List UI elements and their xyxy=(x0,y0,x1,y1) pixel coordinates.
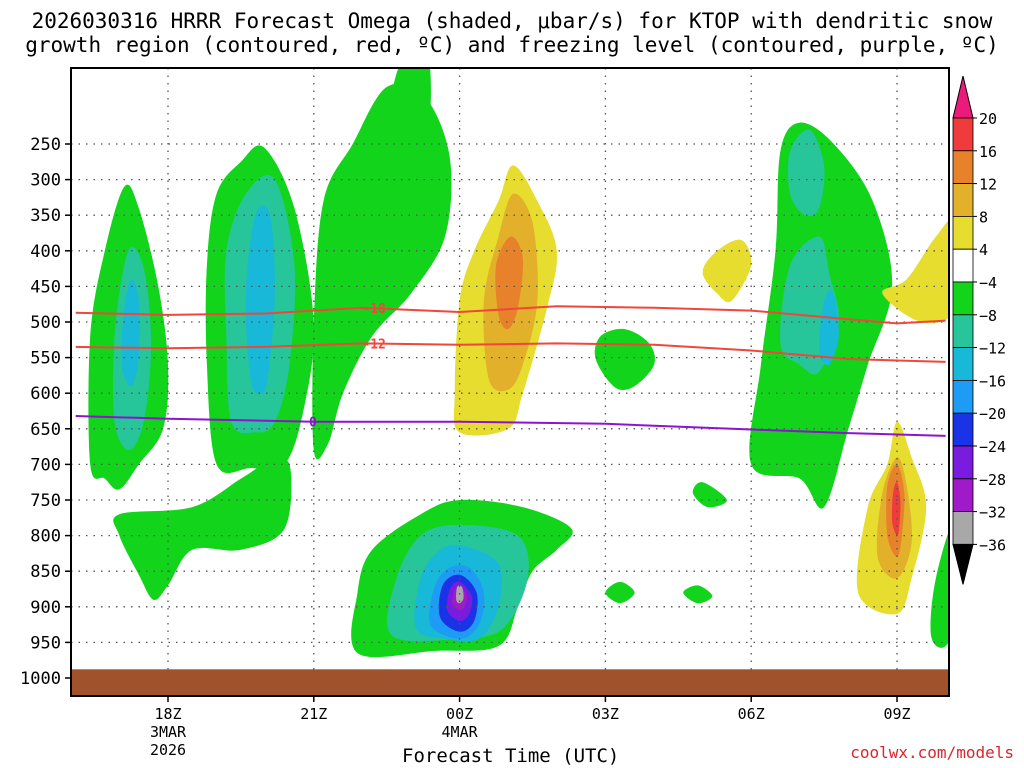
omega-region-red xyxy=(891,482,901,536)
contour-line-dsg-minus12 xyxy=(75,342,946,363)
colorbar-bin xyxy=(952,347,974,381)
contour-line-freezing-0 xyxy=(75,415,946,437)
chart-title-line-2: growth region (contoured, red, ºC) and f… xyxy=(25,33,999,57)
contour-label-dsg-minus12: -12 xyxy=(362,337,385,352)
colorbar-label: 8 xyxy=(979,208,988,226)
y-tick-label-250: 250 xyxy=(30,135,61,155)
contour-label-freezing-0: 0 xyxy=(309,416,317,431)
colorbar-label: −36 xyxy=(979,536,1006,554)
omega-shading xyxy=(88,68,949,658)
colorbar-label: −24 xyxy=(979,438,1006,456)
omega-region-green xyxy=(683,585,713,604)
x-axis-label: Forecast Time (UTC) xyxy=(402,745,620,767)
colorbar-bin xyxy=(952,150,974,185)
colorbar-bin xyxy=(952,281,974,316)
omega-region-yellow xyxy=(702,239,752,303)
colorbar-bin xyxy=(952,379,974,414)
x-tick-label-21Z: 21Z xyxy=(300,705,327,723)
x-tick-sublabel-4MAR: 4MAR xyxy=(442,723,479,741)
omega-region-yellow xyxy=(882,219,949,324)
contour-lines: -18 -12 0 xyxy=(75,302,946,437)
omega-region-orange xyxy=(495,236,524,330)
omega-region-green xyxy=(312,83,452,460)
colorbar-bin xyxy=(952,248,974,283)
y-tick-label-650: 650 xyxy=(30,420,61,440)
contour-line-dsg-minus18 xyxy=(75,305,946,325)
x-tick-label-09Z: 09Z xyxy=(883,705,910,723)
colorbar-label: 16 xyxy=(979,143,997,161)
colorbar-bin xyxy=(952,215,974,250)
contour-label-dsg-minus18: -18 xyxy=(362,302,386,317)
colorbar-label: 20 xyxy=(979,110,997,128)
x-tick-label-06Z: 06Z xyxy=(738,705,765,723)
ground-surface xyxy=(71,669,949,696)
omega-region-cyan xyxy=(121,279,140,387)
omega-region-green xyxy=(594,328,655,391)
colorbar-label: −4 xyxy=(979,274,997,292)
plot-area: -18 -12 0 xyxy=(71,68,949,696)
y-tick-label-800: 800 xyxy=(30,527,61,547)
colorbar-bin xyxy=(952,412,974,447)
colorbar-bin xyxy=(952,445,974,480)
y-tick-label-750: 750 xyxy=(30,491,61,511)
y-tick-label-600: 600 xyxy=(30,384,61,404)
colorbar-bin xyxy=(952,314,974,348)
y-tick-label-400: 400 xyxy=(30,242,61,262)
colorbar-label: −16 xyxy=(979,372,1006,390)
y-tick-label-850: 850 xyxy=(30,562,61,582)
colorbar-label: −8 xyxy=(979,307,997,325)
y-axis: 250 300 350 400 450 500 550 600 650 700 750 800 850 9… xyxy=(20,135,71,689)
y-tick-label-950: 950 xyxy=(30,633,61,653)
omega-region-green xyxy=(692,482,727,508)
colorbar-label: −32 xyxy=(979,504,1006,522)
omega-region-green xyxy=(605,581,635,604)
y-tick-label-500: 500 xyxy=(30,313,61,333)
x-tick-sublabel-2026: 2026 xyxy=(150,741,186,759)
omega-region-teal xyxy=(787,129,825,217)
colorbar-label: −20 xyxy=(979,405,1006,423)
colorbar-arrow-top xyxy=(952,75,974,119)
x-tick-sublabel-3MAR: 3MAR xyxy=(150,723,187,741)
x-tick-label-00Z: 00Z xyxy=(446,705,473,723)
colorbar: 20 16 12 8 4 −4 −8 −12 −16 −20 −24 −28 −32 −36 xyxy=(952,75,1006,585)
y-tick-label-450: 450 xyxy=(30,277,61,297)
omega-region-cyan xyxy=(819,290,839,366)
colorbar-label: −12 xyxy=(979,340,1006,358)
colorbar-bin xyxy=(952,183,974,217)
y-tick-label-350: 350 xyxy=(30,206,61,226)
omega-region-green xyxy=(930,530,949,648)
credit-text: coolwx.com/models xyxy=(850,743,1014,762)
chart-title-line-1: 2026030316 HRRR Forecast Omega (shaded, … xyxy=(31,9,993,33)
x-tick-label-03Z: 03Z xyxy=(592,705,619,723)
y-tick-label-550: 550 xyxy=(30,349,61,369)
plot-frame xyxy=(70,67,950,697)
x-tick-label-18Z: 18Z xyxy=(154,705,181,723)
y-tick-label-300: 300 xyxy=(30,171,61,191)
colorbar-arrow-bottom xyxy=(952,543,974,585)
y-tick-label-900: 900 xyxy=(30,598,61,618)
colorbar-label: −28 xyxy=(979,471,1006,489)
omega-region-green xyxy=(381,68,431,201)
colorbar-bin xyxy=(952,511,974,545)
omega-region-green xyxy=(113,459,292,600)
colorbar-label: 12 xyxy=(979,176,997,194)
colorbar-bin xyxy=(952,117,974,152)
colorbar-label: 4 xyxy=(979,241,988,259)
y-tick-label-1000: 1000 xyxy=(20,669,61,689)
y-tick-label-700: 700 xyxy=(30,455,61,475)
colorbar-bin xyxy=(952,478,974,512)
